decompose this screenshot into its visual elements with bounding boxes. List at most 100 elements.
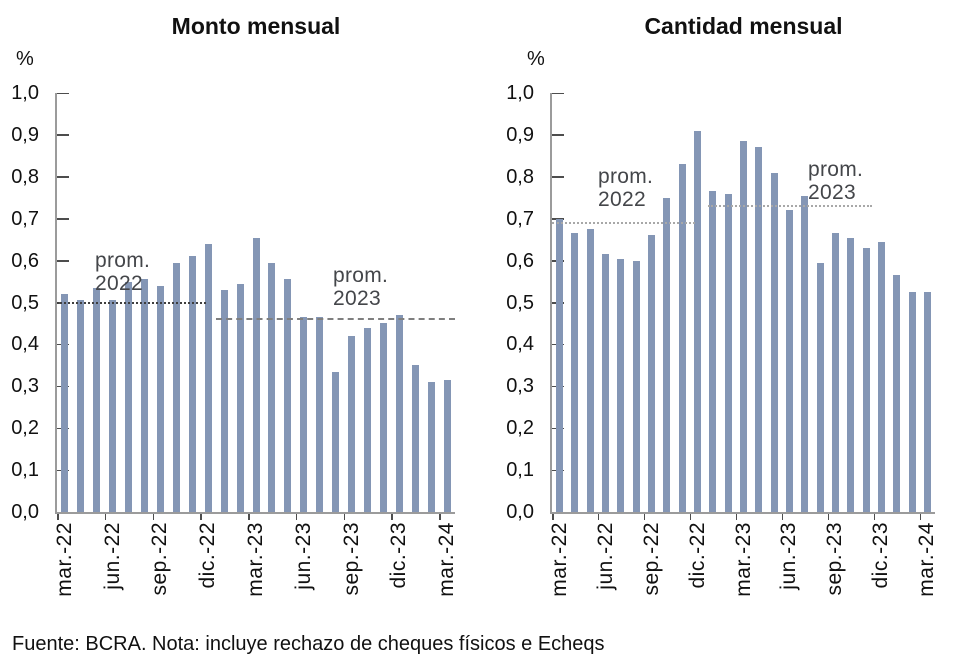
x-tick-label: sep.-23 [823,522,847,596]
y-tick-label: 0,1 [506,459,534,482]
avg-label-line: 2023 [808,181,856,204]
x-tick-label: mar.-24 [435,522,459,597]
bar [816,262,824,512]
y-tick-label: 0,7 [11,207,39,230]
bar [602,254,610,512]
bar [284,279,292,512]
x-tick-label: jun.-23 [777,522,801,590]
y-tick-label: 0,7 [506,207,534,230]
x-tick [152,514,155,520]
avg-line-2022-monto [57,301,207,304]
x-tick [643,514,646,520]
y-tick-label: 0,0 [506,501,534,523]
y-tick-label: 0,5 [11,291,39,314]
x-tick-label: sep.-22 [639,522,663,596]
x-tick [552,514,554,520]
avg-2022-label-monto: prom. 2022 [95,249,150,295]
bar [204,243,212,512]
y-tick [552,176,564,178]
bar [847,237,855,512]
bar [220,289,228,512]
bar [77,300,85,512]
bar [586,229,594,512]
bar [332,371,340,512]
y-tick [57,260,69,262]
y-tick-label: 0,5 [506,291,534,314]
bar [316,317,324,512]
bar [348,336,356,512]
bar [268,262,276,512]
y-tick-label: 0,8 [11,165,39,188]
x-axis-cantidad [550,512,935,514]
y-tick-label: 0,6 [11,249,39,272]
x-tick [597,514,600,520]
x-tick [200,514,202,520]
avg-2023-label-monto: prom. 2023 [333,264,388,310]
bar [923,292,931,512]
bar [740,141,747,512]
y-tick-label: 0,3 [506,375,534,398]
y-tick-label: 0,2 [11,417,39,440]
bar [188,256,196,512]
bar [632,260,640,512]
y-tick-label: 0,4 [506,333,534,356]
avg-label-line: prom. [598,165,654,188]
y-tick-label: 0,6 [506,249,534,272]
x-tick-label: dic.-23 [387,522,411,589]
x-tick-label: jun.-22 [593,522,617,590]
avg-label-line: 2022 [598,188,646,211]
x-tick [343,514,346,520]
y-tick [57,176,69,178]
x-tick [689,514,692,520]
bar [785,210,793,512]
x-tick-label: mar.-23 [244,522,267,597]
bar [125,281,133,512]
x-tick [827,514,830,520]
bar [678,164,686,512]
avg-label-line: prom. [808,158,864,181]
avg-label-line: 2022 [95,272,143,295]
x-tick [781,514,784,520]
bar [571,233,579,512]
x-tick [295,514,298,520]
bar [61,294,69,512]
bar [443,380,451,512]
bar [411,365,419,512]
x-tick [248,514,250,520]
avg-label-line: prom. [333,264,389,287]
y-tick [57,134,69,136]
y-tick-label: 1,0 [506,82,534,104]
x-tick-label: mar.-22 [52,522,76,597]
y-tick [57,92,69,94]
y-tick-label: 0,2 [506,417,534,440]
x-tick-label: dic.-22 [685,522,709,589]
y-tick [552,134,564,136]
bar [877,241,885,512]
bar [893,275,901,512]
bar [724,193,732,512]
x-tick [391,514,393,520]
bar [252,237,260,512]
y-tick-label: 0,4 [11,333,39,356]
bar [300,317,308,512]
x-tick-label: mar.-23 [731,522,755,597]
x-tick [439,514,441,520]
avg-line-2022-cantidad [552,221,695,224]
bar [141,279,149,512]
bar [427,382,435,512]
bar [908,292,916,512]
y-tick-label: 1,0 [11,82,39,104]
bar [236,283,244,512]
avg-label-line: prom. [95,249,151,272]
source-note: Fuente: BCRA. Nota: incluye rechazo de c… [12,633,605,655]
bar [755,147,763,512]
chart-title-cantidad: Cantidad mensual [644,13,843,39]
x-tick-label: jun.-22 [100,522,124,590]
avg-2022-label-cantidad: prom. 2022 [598,165,653,211]
avg-label-line: 2023 [333,287,381,310]
x-tick [57,514,59,520]
x-tick [919,514,922,520]
bar [663,197,671,512]
bar [831,233,839,512]
